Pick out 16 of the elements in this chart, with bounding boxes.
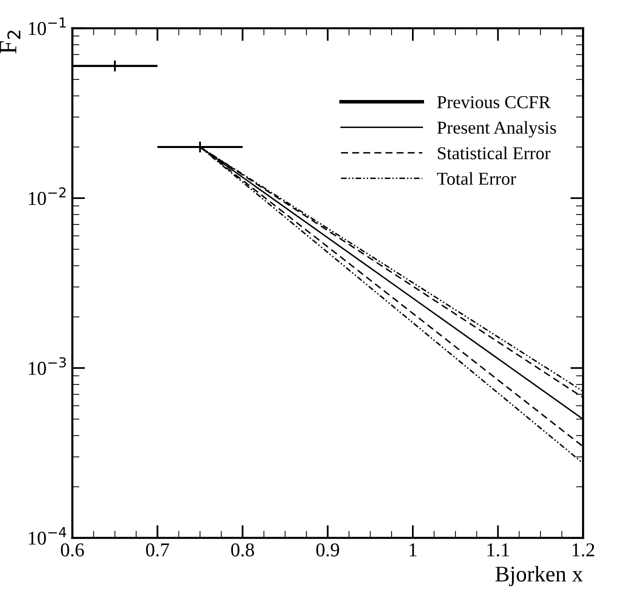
x-tick-label: 0.9	[316, 543, 340, 557]
y-axis-title: F$_{2}$	[0, 30, 20, 54]
legend-label: Total Error	[437, 172, 516, 185]
y-tick-label: 10$^{−1}$	[28, 18, 66, 36]
x-tick-label: 1.1	[488, 543, 509, 557]
legend-label: Previous CCFR	[437, 96, 551, 108]
x-tick-label: 0.7	[146, 543, 170, 557]
x-tick-label: 1.2	[572, 543, 594, 557]
x-axis-title: Bjorken x	[495, 566, 583, 586]
y-tick-label: 10$^{−2}$	[28, 187, 66, 206]
x-tick-label: 0.8	[231, 543, 254, 557]
y-tick-label: 10$^{−3}$	[28, 357, 66, 375]
x-tick-label: 1	[410, 543, 417, 556]
legend-label: Present Analysis	[437, 121, 556, 138]
x-tick-label: 0.6	[60, 543, 84, 557]
legend-label: Statistical Error	[438, 146, 550, 160]
